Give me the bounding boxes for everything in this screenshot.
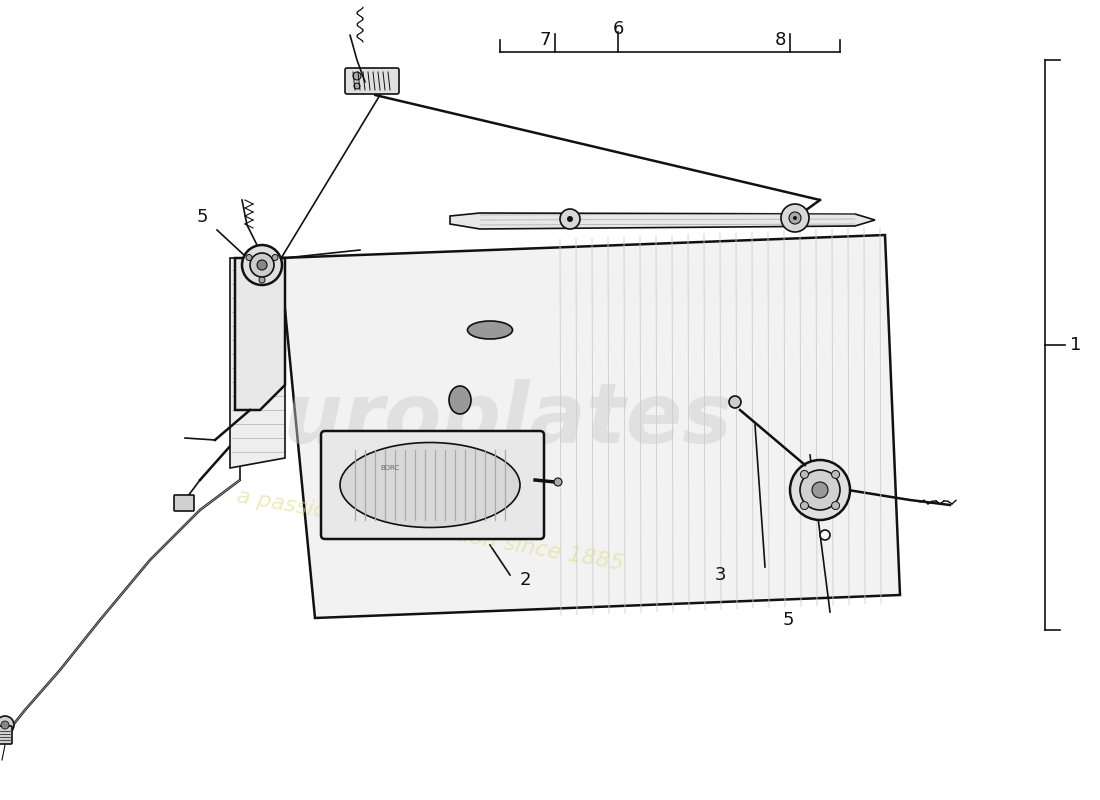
Text: 6: 6 [613, 20, 624, 38]
FancyBboxPatch shape [321, 431, 544, 539]
Circle shape [566, 216, 573, 222]
Polygon shape [450, 213, 874, 229]
Circle shape [246, 254, 252, 261]
Text: 1: 1 [1070, 336, 1081, 354]
Circle shape [729, 396, 741, 408]
Circle shape [820, 530, 830, 540]
Circle shape [250, 253, 274, 277]
Circle shape [801, 502, 808, 510]
Polygon shape [230, 258, 285, 468]
Circle shape [257, 260, 267, 270]
Circle shape [790, 460, 850, 520]
Text: a passion for perfection since 1885: a passion for perfection since 1885 [235, 486, 625, 574]
Ellipse shape [340, 442, 520, 527]
Circle shape [242, 245, 282, 285]
FancyBboxPatch shape [345, 68, 399, 94]
Circle shape [789, 212, 801, 224]
Circle shape [354, 83, 360, 89]
Text: BORC: BORC [379, 465, 399, 471]
Circle shape [781, 204, 808, 232]
Circle shape [560, 209, 580, 229]
Text: 2: 2 [520, 571, 531, 589]
Text: 7: 7 [539, 31, 551, 49]
Circle shape [832, 470, 839, 478]
Polygon shape [235, 258, 285, 410]
Circle shape [800, 470, 840, 510]
Circle shape [793, 216, 798, 220]
Text: 4: 4 [242, 396, 254, 414]
Ellipse shape [468, 321, 513, 339]
Circle shape [554, 478, 562, 486]
Circle shape [1, 721, 9, 729]
Circle shape [272, 254, 278, 261]
Circle shape [258, 277, 265, 283]
Text: 3: 3 [714, 566, 726, 584]
Circle shape [832, 502, 839, 510]
Ellipse shape [449, 386, 471, 414]
FancyBboxPatch shape [0, 726, 12, 744]
Polygon shape [280, 235, 900, 618]
Circle shape [812, 482, 828, 498]
Text: 5: 5 [196, 208, 208, 226]
Circle shape [801, 470, 808, 478]
Circle shape [353, 72, 361, 80]
Text: 8: 8 [774, 31, 785, 49]
FancyBboxPatch shape [174, 495, 194, 511]
Circle shape [0, 716, 14, 734]
Text: 5: 5 [782, 611, 794, 629]
Text: europlates: europlates [228, 379, 733, 461]
